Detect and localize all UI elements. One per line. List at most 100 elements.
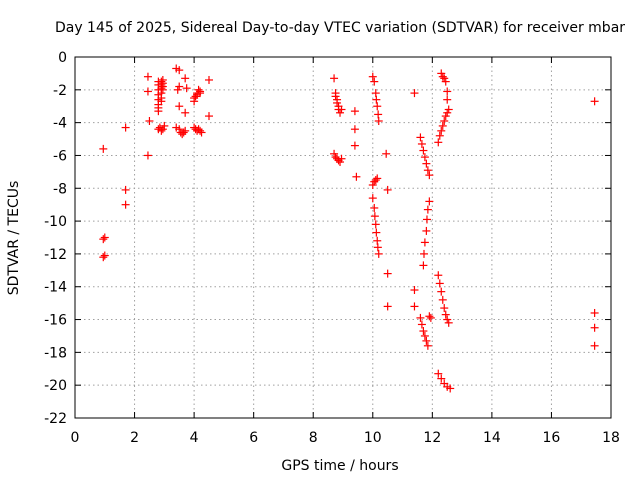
data-point-marker [425,197,434,206]
data-point-marker [383,185,392,194]
y-tick-label: -22 [44,411,67,427]
data-point-marker [383,269,392,278]
data-point-marker [419,261,428,270]
data-point-marker [437,287,446,296]
data-point-marker [443,95,452,104]
data-point-marker [181,108,190,117]
x-tick-label: 18 [602,430,620,446]
data-point-marker [175,66,184,75]
data-point-marker [100,233,109,242]
data-point-marker [143,151,152,160]
data-point-marker [160,121,169,130]
data-point-marker [175,82,184,91]
chart-title: Day 145 of 2025, Sidereal Day-to-day VTE… [55,20,625,36]
data-point-marker [157,97,166,106]
data-point-marker [443,87,452,96]
data-point-marker [336,158,345,167]
data-point-marker [372,95,381,104]
grid-lines [75,57,611,418]
x-tick-label: 6 [249,430,258,446]
x-tick-label: 8 [309,430,318,446]
data-point-marker [336,108,345,117]
data-point-marker [441,77,450,86]
data-point-marker [374,249,383,258]
data-point-marker [417,320,426,329]
data-point-marker [590,341,599,350]
data-point-marker [371,176,380,185]
data-point-marker [121,200,130,209]
data-point-marker [99,144,108,153]
data-point-marker [374,116,383,125]
data-point-marker [590,97,599,106]
y-tick-label: -2 [53,83,67,99]
data-point-marker [440,74,449,83]
data-point-marker [422,215,431,224]
x-tick-label: 16 [543,430,561,446]
data-points [99,64,599,393]
data-point-marker [372,228,381,237]
data-point-marker [438,295,447,304]
data-point-marker [191,92,200,101]
data-point-marker [441,112,450,121]
data-point-marker [373,243,382,252]
data-point-marker [590,308,599,317]
data-point-marker [437,126,446,135]
data-point-marker [352,172,361,181]
data-point-marker [121,185,130,194]
y-axis-label: SDTVAR / TECUs [6,181,22,296]
x-tick-label: 4 [190,430,199,446]
data-point-marker [158,125,167,134]
y-tick-label: -8 [53,181,67,197]
data-point-marker [158,85,167,94]
data-point-marker [181,74,190,83]
y-tick-label: -4 [53,116,67,132]
data-point-marker [422,226,431,235]
data-point-marker [410,302,419,311]
data-point-marker [368,194,377,203]
data-point-marker [434,369,443,378]
data-point-marker [419,146,428,155]
data-point-marker [331,92,340,101]
data-point-marker [337,154,346,163]
y-tick-label: -20 [44,378,67,394]
data-point-marker [419,327,428,336]
data-point-marker [205,112,213,121]
data-point-marker [420,153,429,162]
data-point-marker [410,89,419,98]
data-point-marker [190,97,199,106]
data-point-marker [350,125,359,134]
data-point-marker [434,138,443,147]
y-tick-label: -16 [44,313,67,329]
data-point-marker [175,125,184,134]
data-point-marker [422,159,431,168]
data-point-marker [441,310,450,319]
data-point-marker [333,98,342,107]
data-point-marker [446,384,455,393]
axis-ticks: 0 2 4 6 8 10 12 14 16 18 0 -2 -4 -6 -8 -10 -12 -14 -16 -18 -… [44,50,620,446]
data-point-marker [422,336,431,345]
y-tick-label: -12 [44,247,67,263]
x-tick-label: 14 [483,430,501,446]
plot-frame [74,56,612,419]
data-point-marker [179,128,188,137]
data-point-marker [337,105,346,114]
data-point-marker [383,302,392,311]
data-point-marker [437,69,446,78]
data-point-marker [437,374,446,383]
data-point-marker [440,304,449,313]
data-point-marker [181,126,190,135]
data-point-marker [423,166,432,175]
data-point-marker [173,85,182,94]
y-tick-label: -6 [53,148,67,164]
data-point-marker [175,102,184,111]
x-tick-label: 12 [423,430,441,446]
data-point-marker [443,108,452,117]
data-point-marker [373,174,382,183]
data-point-marker [99,253,108,262]
x-axis-label: GPS time / hours [281,458,398,474]
data-point-marker [440,116,449,125]
data-point-marker [196,126,205,135]
data-point-marker [444,318,453,327]
data-point-marker [438,72,447,81]
y-tick-label: -10 [44,214,67,230]
